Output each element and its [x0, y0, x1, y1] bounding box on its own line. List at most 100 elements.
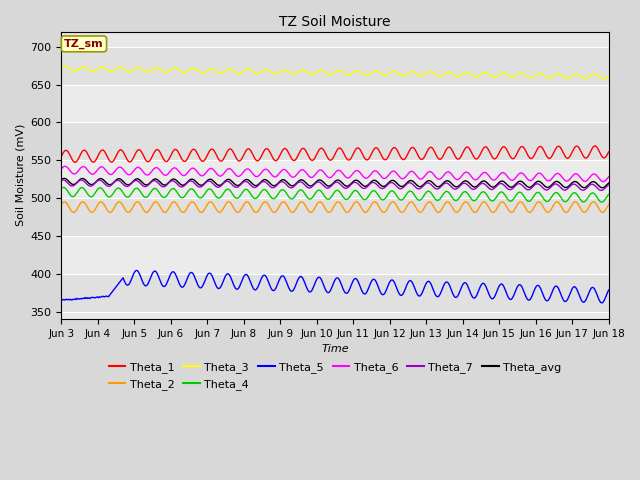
Theta_5 [133, 267, 141, 273]
Theta_3 [180, 70, 188, 75]
Theta_2 [115, 199, 123, 204]
Theta_1 [419, 156, 426, 162]
Theta_6 [180, 173, 188, 179]
Theta_7 [59, 177, 67, 183]
Theta_7 [605, 182, 612, 188]
Theta_3 [605, 73, 612, 79]
Theta_7 [419, 184, 426, 190]
Bar [61, 47, 609, 84]
Theta_5 [180, 283, 188, 289]
Theta_avg [403, 180, 410, 186]
Theta_2 [605, 202, 612, 207]
Legend: Theta_1, Theta_2, Theta_3, Theta_4, Theta_5, Theta_6, Theta_7, Theta_avg: Theta_1, Theta_2, Theta_3, Theta_4, Thet… [104, 358, 566, 394]
Theta_3 [125, 69, 132, 75]
Theta_6 [209, 166, 217, 172]
Theta_avg [68, 181, 76, 187]
Y-axis label: Soil Moisture (mV): Soil Moisture (mV) [15, 124, 25, 227]
Theta_6 [600, 179, 607, 184]
Theta_1 [71, 159, 79, 165]
Theta_avg [209, 178, 217, 183]
Theta_3 [209, 66, 217, 72]
Theta_4 [403, 192, 410, 198]
Theta_4 [60, 185, 68, 191]
Theta_1 [591, 143, 599, 149]
Theta_2 [181, 209, 189, 215]
Line: Theta_3: Theta_3 [61, 66, 609, 79]
Theta_4 [598, 199, 605, 205]
Theta_5 [598, 300, 605, 306]
Theta_3 [68, 67, 76, 73]
Theta_4 [180, 194, 188, 200]
Bar [61, 198, 609, 236]
Theta_2 [403, 204, 411, 209]
Title: TZ Soil Moisture: TZ Soil Moisture [279, 15, 391, 29]
Theta_avg [605, 180, 612, 186]
Theta_avg [58, 177, 65, 182]
Bar [61, 160, 609, 198]
Theta_5 [605, 287, 612, 293]
Theta_7 [68, 183, 76, 189]
Theta_6 [68, 170, 76, 176]
Theta_7 [209, 180, 217, 186]
Bar [61, 122, 609, 160]
Line: Theta_1: Theta_1 [61, 146, 609, 162]
Theta_2 [210, 202, 218, 207]
Theta_3 [403, 72, 410, 77]
Theta_6 [605, 174, 612, 180]
Theta_5 [209, 275, 217, 280]
Bar [61, 236, 609, 274]
Theta_3 [419, 73, 426, 79]
Theta_2 [125, 209, 133, 215]
Theta_3 [58, 65, 65, 71]
Theta_4 [209, 189, 217, 194]
Theta_7 [403, 182, 410, 188]
Theta_avg [125, 182, 132, 188]
Theta_avg [598, 185, 606, 191]
Theta_4 [68, 193, 76, 199]
Theta_5 [419, 290, 426, 296]
Theta_6 [61, 163, 69, 169]
Line: Theta_6: Theta_6 [61, 166, 609, 181]
Theta_7 [125, 183, 132, 189]
X-axis label: Time: Time [321, 344, 349, 354]
Theta_4 [125, 194, 132, 200]
Theta_6 [403, 173, 410, 179]
Theta_avg [61, 176, 68, 181]
Theta_1 [125, 158, 132, 164]
Bar [61, 84, 609, 122]
Theta_7 [180, 183, 188, 189]
Theta_7 [58, 178, 65, 183]
Theta_avg [419, 183, 426, 189]
Theta_2 [58, 202, 65, 207]
Theta_6 [58, 166, 65, 172]
Theta_5 [58, 297, 65, 303]
Theta_5 [67, 297, 75, 303]
Line: Theta_5: Theta_5 [61, 270, 609, 303]
Theta_2 [67, 208, 75, 214]
Theta_5 [124, 282, 131, 288]
Theta_2 [106, 209, 114, 215]
Theta_1 [67, 155, 75, 161]
Line: Theta_4: Theta_4 [61, 188, 609, 202]
Theta_4 [419, 195, 426, 201]
Theta_1 [180, 158, 188, 164]
Theta_3 [61, 63, 69, 69]
Theta_avg [180, 182, 188, 188]
Text: TZ_sm: TZ_sm [64, 39, 104, 49]
Theta_6 [125, 172, 132, 178]
Theta_4 [58, 186, 65, 192]
Theta_1 [58, 154, 65, 159]
Line: Theta_avg: Theta_avg [61, 179, 609, 188]
Theta_5 [403, 284, 410, 289]
Line: Theta_2: Theta_2 [61, 202, 609, 212]
Theta_1 [209, 146, 217, 152]
Theta_2 [419, 207, 427, 213]
Theta_6 [419, 176, 426, 181]
Theta_3 [600, 76, 607, 82]
Theta_1 [605, 149, 612, 155]
Line: Theta_7: Theta_7 [61, 180, 609, 191]
Bar [61, 274, 609, 312]
Theta_4 [605, 192, 612, 197]
Theta_1 [403, 154, 410, 160]
Theta_7 [597, 188, 605, 193]
